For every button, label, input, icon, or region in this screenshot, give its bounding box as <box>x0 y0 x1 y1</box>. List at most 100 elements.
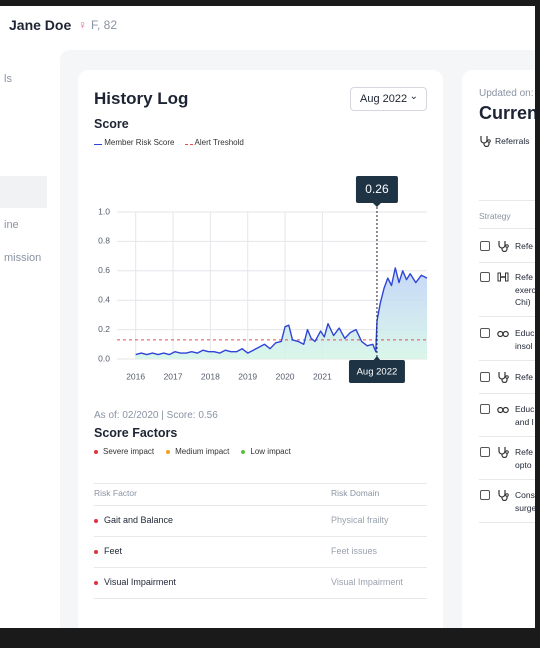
strategy-icon <box>497 406 509 414</box>
strategy-text: surge <box>515 502 537 513</box>
checkbox[interactable] <box>480 490 490 500</box>
divider <box>94 505 427 506</box>
impact-item: Medium impact <box>166 447 229 456</box>
impact-label: Medium impact <box>175 447 230 456</box>
risk-domain: Physical frailty <box>331 515 389 525</box>
period-dropdown[interactable]: Aug 2022 ⌄ <box>350 87 427 111</box>
checkbox[interactable] <box>480 272 490 282</box>
column-header: Risk Domain <box>331 488 380 498</box>
divider <box>94 567 427 568</box>
x-tick-label: 2020 <box>276 371 295 381</box>
impact-label: Severe impact <box>103 447 155 456</box>
frame <box>0 628 540 648</box>
severity-dot <box>94 581 98 585</box>
line <box>135 267 428 356</box>
strategy-text: Refe <box>515 272 533 282</box>
sex-age: F, 82 <box>91 18 118 32</box>
card-title: History Log <box>94 89 189 108</box>
strategy-text: Refe <box>515 372 533 382</box>
x-tick-label: 2021 <box>313 371 332 381</box>
legend-swatch <box>184 144 193 145</box>
nav-item[interactable]: ls <box>4 73 12 85</box>
divider <box>479 200 540 201</box>
strategy-card <box>462 70 540 640</box>
strategy-text: Refe <box>515 447 533 457</box>
divider <box>479 436 540 437</box>
column-header: Risk Factor <box>94 488 137 498</box>
divider <box>479 316 540 317</box>
tab[interactable]: Referrals <box>495 136 530 146</box>
divider <box>479 262 540 263</box>
strategy-icon <box>497 272 509 282</box>
impact-dot <box>94 449 98 454</box>
chevron: ⌄ <box>409 91 418 102</box>
y-tick-label: 0.0 <box>98 353 110 363</box>
x-tick-label: 2019 <box>238 371 257 381</box>
checkbox[interactable] <box>480 404 490 414</box>
risk-factor: Feet <box>104 546 123 556</box>
strategy-icon <box>497 330 509 338</box>
strategy-text: Educ <box>515 328 535 338</box>
strategy-text: Educ <box>515 404 535 414</box>
divider <box>94 598 427 599</box>
x-tick-label: 2018 <box>201 371 220 381</box>
impact-legend: Severe impact Medium impact Low impact <box>94 447 303 456</box>
strategy-text: Refe <box>515 241 533 251</box>
impact-item: Low impact <box>241 447 291 456</box>
strategy-icon <box>498 447 509 458</box>
date-arrow <box>372 356 381 361</box>
y-tick-label: 1.0 <box>98 206 110 216</box>
strategy-text: exerc <box>515 284 536 295</box>
sex-icon: ♀ <box>78 18 87 32</box>
tooltip-box <box>355 176 398 203</box>
divider <box>94 536 427 537</box>
checkbox[interactable] <box>480 241 490 251</box>
checkbox[interactable] <box>480 372 490 382</box>
y-tick-label: 0.2 <box>98 324 110 334</box>
risk-domain: Feet issues <box>331 546 378 556</box>
divider <box>479 360 540 361</box>
column-header: Strategy <box>479 211 511 221</box>
checkbox[interactable] <box>480 447 490 457</box>
legend-label: Alert Treshold <box>194 138 244 147</box>
y-tick-label: 0.4 <box>98 294 110 304</box>
strategy-icon <box>498 241 509 252</box>
nav-item[interactable]: mission <box>4 252 42 264</box>
severity-dot <box>94 519 98 523</box>
strategy-text: insol <box>515 340 533 351</box>
chart: 0.0 0.2 0.4 0.6 0.8 1.0 2016 2017 2018 2019 2020 20… <box>98 176 428 383</box>
checkbox[interactable] <box>480 328 490 338</box>
patient-name: Jane Doe <box>9 17 72 33</box>
date-label: Aug 2022 <box>357 367 398 378</box>
risk-factor: Gait and Balance <box>104 515 174 525</box>
impact-label: Low impact <box>250 447 291 456</box>
impact-item: Severe impact <box>94 447 154 456</box>
tooltip-arrow <box>372 203 381 207</box>
risk-domain: Visual Impairment <box>331 577 403 587</box>
nav-item[interactable]: ine <box>4 219 19 231</box>
strategy-text: opto <box>515 459 532 470</box>
nav-selected[interactable] <box>0 176 47 208</box>
divider <box>479 479 540 480</box>
section-title: Score Factors <box>94 426 178 440</box>
date-box <box>348 360 405 383</box>
divider <box>479 228 540 229</box>
x-tick-label: 2017 <box>164 371 183 381</box>
severity-dot <box>94 550 98 554</box>
y-tick-label: 0.6 <box>98 265 110 275</box>
legend-swatch <box>94 144 102 145</box>
strategy-text: Cons <box>515 490 535 500</box>
strategy-icon <box>498 372 509 383</box>
strategy-icon <box>498 490 509 501</box>
strategy-text: and I <box>515 416 534 427</box>
strategy-text: Chi) <box>515 297 531 307</box>
updated-label: Updated on: <box>479 88 534 99</box>
tooltip-value: 0.26 <box>365 182 389 196</box>
period-label: Aug 2022 <box>360 93 408 105</box>
stethoscope-icon <box>480 136 491 147</box>
y-tick-label: 0.8 <box>98 236 110 246</box>
divider <box>479 393 540 394</box>
frame <box>0 0 540 6</box>
frame <box>535 0 540 648</box>
divider <box>479 522 540 523</box>
